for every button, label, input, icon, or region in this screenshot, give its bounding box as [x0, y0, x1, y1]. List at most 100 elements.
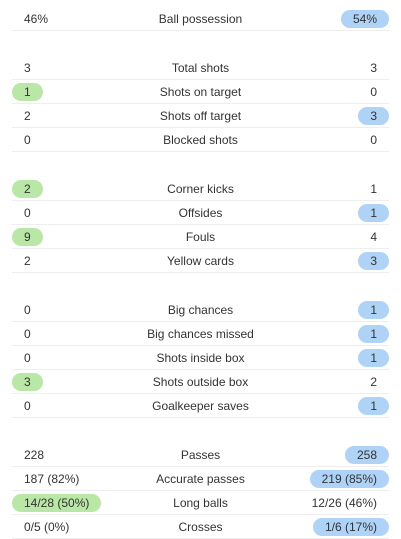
away-cell: 2: [358, 373, 389, 391]
stat-group: Corner kicks 2 1 Offsides 0 1 Fouls 9 4 Yellow ca…: [0, 177, 401, 273]
stat-label: Big chances: [167, 303, 234, 317]
stat-group: Total shots 3 3 Shots on target 1 0 Shots off …: [0, 56, 401, 152]
away-cell: 3: [358, 107, 389, 125]
home-value: 1: [12, 83, 43, 101]
away-value: 1: [358, 301, 389, 319]
away-cell: 1: [358, 325, 389, 343]
home-cell: 0: [12, 349, 43, 367]
home-cell: 2: [12, 252, 43, 270]
home-cell: 228: [12, 446, 56, 464]
away-value: 3: [358, 107, 389, 125]
stat-label: Offsides: [178, 206, 223, 220]
stat-row: Offsides 0 1: [12, 201, 389, 225]
away-cell: 258: [344, 446, 389, 464]
home-value: 0: [24, 351, 31, 365]
home-value: 0: [24, 303, 31, 317]
stat-label: Corner kicks: [167, 182, 234, 196]
away-cell: 1/6 (17%): [312, 518, 389, 536]
away-value: 1: [358, 349, 389, 367]
stat-row: Goalkeeper saves 0 1: [12, 394, 389, 418]
away-value: 0: [370, 85, 377, 99]
home-cell: 1: [12, 83, 43, 101]
home-value: 0/5 (0%): [24, 520, 70, 534]
stat-row: Shots on target 1 0: [12, 80, 389, 104]
stat-label: Yellow cards: [167, 254, 234, 268]
home-cell: 187 (82%): [12, 470, 91, 488]
away-cell: 219 (85%): [309, 470, 389, 488]
home-value: 187 (82%): [24, 472, 80, 486]
stat-row: Long balls 14/28 (50%) 12/26 (46%): [12, 491, 389, 515]
stat-row: Shots outside box 3 2: [12, 370, 389, 394]
stat-row: Fouls 9 4: [12, 225, 389, 249]
stat-row: Shots off target 2 3: [12, 104, 389, 128]
away-cell: 0: [358, 83, 389, 101]
home-cell: 0: [12, 397, 43, 415]
away-cell: 1: [358, 397, 389, 415]
home-value: 0: [24, 133, 31, 147]
stat-row: Yellow cards 2 3: [12, 249, 389, 273]
stat-row: Total shots 3 3: [12, 56, 389, 80]
home-value: 46%: [24, 12, 49, 26]
away-value: 4: [370, 230, 377, 244]
away-value: 1: [370, 182, 377, 196]
away-cell: 3: [358, 59, 389, 77]
away-cell: 54%: [340, 10, 389, 28]
stat-row: Accurate passes 187 (82%) 219 (85%): [12, 467, 389, 491]
away-value: 54%: [340, 10, 389, 28]
home-cell: 3: [12, 59, 43, 77]
away-cell: 1: [358, 180, 389, 198]
home-cell: 2: [12, 107, 43, 125]
away-value: 258: [344, 446, 389, 464]
stat-label: Ball possession: [158, 12, 243, 26]
away-cell: 4: [358, 228, 389, 246]
away-cell: 3: [358, 252, 389, 270]
home-value: 2: [12, 180, 43, 198]
home-value: 228: [24, 448, 45, 462]
home-cell: 0: [12, 301, 43, 319]
home-cell: 0: [12, 131, 43, 149]
away-cell: 1: [358, 204, 389, 222]
home-cell: 0/5 (0%): [12, 518, 81, 536]
home-value: 2: [24, 254, 31, 268]
away-value: 0: [370, 133, 377, 147]
stat-row: Crosses 0/5 (0%) 1/6 (17%): [12, 515, 389, 539]
stat-group: Passes 228 258 Accurate passes 187 (82%) 219 …: [0, 443, 401, 539]
stat-label: Passes: [180, 448, 221, 462]
stat-label: Blocked shots: [163, 133, 238, 147]
stat-row: Blocked shots 0 0: [12, 128, 389, 152]
home-value: 0: [24, 399, 31, 413]
away-cell: 1: [358, 301, 389, 319]
home-value: 9: [12, 228, 43, 246]
away-value: 1: [358, 204, 389, 222]
away-value: 3: [358, 252, 389, 270]
stat-label: Crosses: [178, 520, 223, 534]
home-value: 2: [24, 109, 31, 123]
home-cell: 0: [12, 325, 43, 343]
away-value: 2: [370, 375, 377, 389]
stat-row: Big chances missed 0 1: [12, 322, 389, 346]
stat-label: Accurate passes: [156, 472, 245, 486]
home-value: 3: [12, 373, 43, 391]
stat-label: Long balls: [173, 496, 228, 510]
stat-row: Big chances 0 1: [12, 298, 389, 322]
home-cell: 14/28 (50%): [12, 494, 102, 512]
stat-label: Goalkeeper saves: [152, 399, 249, 413]
stat-label: Fouls: [185, 230, 216, 244]
away-value: 12/26 (46%): [311, 496, 377, 510]
stat-label: Total shots: [171, 61, 230, 75]
stat-row: Corner kicks 2 1: [12, 177, 389, 201]
home-cell: 0: [12, 204, 43, 222]
away-value: 3: [370, 61, 377, 75]
home-value: 0: [24, 327, 31, 341]
home-cell: 3: [12, 373, 43, 391]
away-cell: 12/26 (46%): [300, 494, 389, 512]
away-cell: 0: [358, 131, 389, 149]
stat-label: Shots on target: [159, 85, 242, 99]
home-value: 3: [24, 61, 31, 75]
away-cell: 1: [358, 349, 389, 367]
home-cell: 46%: [12, 10, 60, 28]
away-value: 219 (85%): [309, 470, 389, 488]
away-value: 1: [358, 325, 389, 343]
